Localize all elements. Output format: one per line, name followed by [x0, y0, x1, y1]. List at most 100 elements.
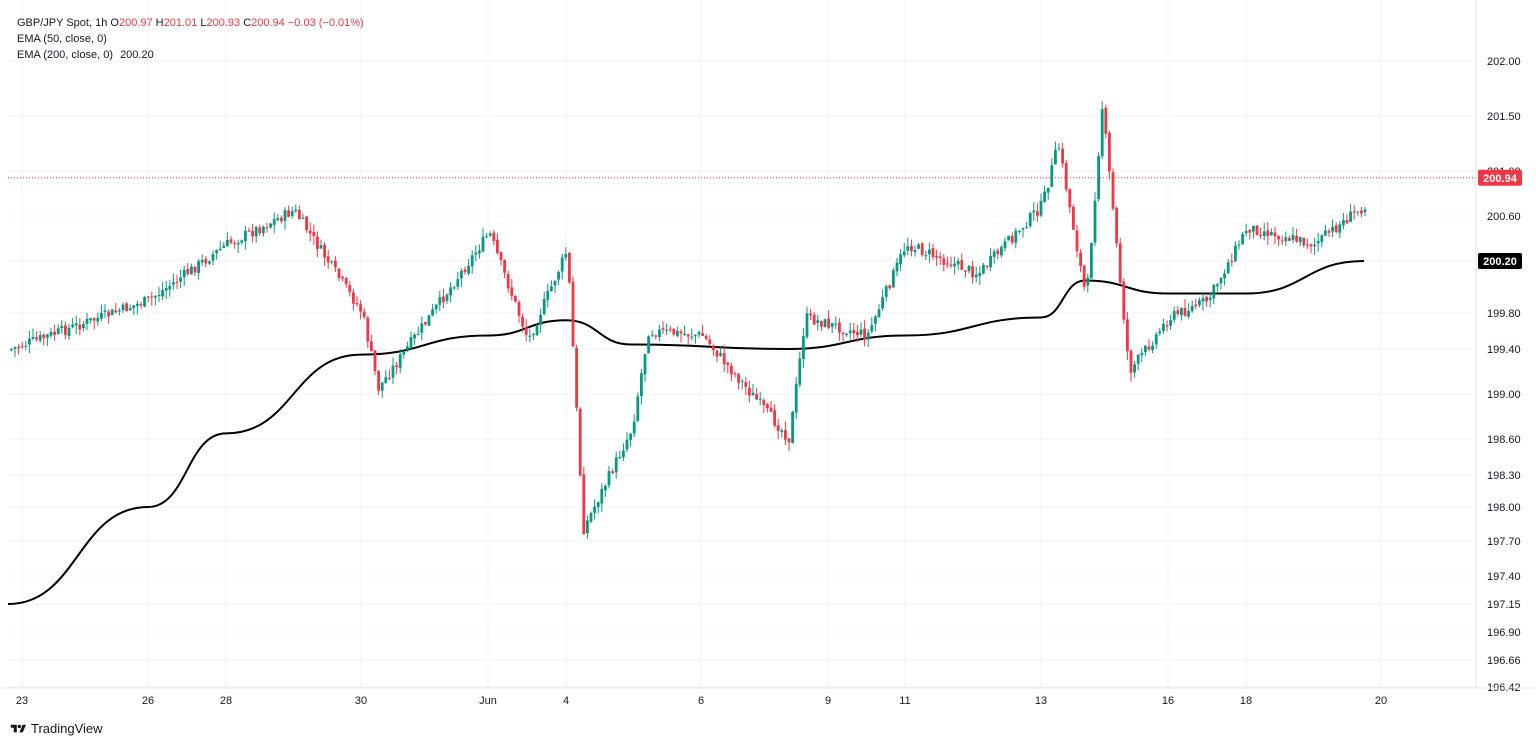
symbol-name[interactable]: GBP/JPY Spot — [17, 17, 89, 29]
candle-body — [600, 488, 604, 504]
candle-body — [899, 254, 902, 264]
candle-body — [1216, 284, 1219, 287]
price-axis[interactable]: 202.00201.50201.00200.60200.20199.80199.… — [1475, 0, 1521, 694]
candle-body — [787, 438, 791, 443]
candle-body — [74, 323, 78, 326]
ohlc-legend: GBP/JPY Spot, 1h O200.97 H201.01 L200.93… — [17, 17, 364, 29]
candle-body — [276, 218, 280, 221]
candle-body — [157, 294, 161, 297]
candle-body — [1014, 230, 1018, 243]
candle-body — [780, 430, 784, 433]
candle-body — [643, 354, 647, 375]
time-axis[interactable]: 23 26 28 30 Jun 4 6 9 11 13 16 18 20 — [0, 687, 1536, 707]
candle-body — [254, 227, 258, 237]
candle-body — [1151, 345, 1154, 351]
candle-body — [103, 310, 107, 312]
candle-body — [1176, 310, 1180, 315]
candle-body — [1144, 345, 1147, 353]
candle-body — [1180, 308, 1183, 316]
candle-body — [978, 273, 982, 277]
candle-body — [1252, 226, 1255, 232]
candle-body — [20, 346, 24, 348]
candle-body — [679, 331, 683, 334]
candle-body — [586, 520, 589, 533]
candle-body — [496, 239, 499, 254]
candle-body — [920, 243, 924, 255]
interval[interactable]: 1h — [95, 17, 108, 29]
candle-body — [676, 330, 679, 336]
candle-body — [190, 266, 193, 275]
candle-body — [139, 304, 143, 306]
candle-body — [542, 298, 546, 315]
candle-body — [838, 322, 841, 333]
candle-body — [380, 382, 384, 391]
candle-body — [42, 334, 46, 339]
candle-body — [823, 319, 827, 327]
candle-body — [395, 365, 398, 367]
candle-body — [722, 353, 726, 365]
candle-body — [240, 240, 244, 243]
candle-body — [697, 332, 701, 335]
candle-body — [1147, 346, 1151, 350]
candle-body — [56, 328, 60, 334]
candle-body — [463, 269, 467, 273]
candle-body — [895, 262, 899, 272]
candle-body — [607, 471, 611, 486]
candle-body — [809, 313, 812, 316]
candle-body — [510, 287, 514, 296]
candle-body — [578, 408, 582, 476]
candle-body — [215, 249, 218, 253]
candle-body — [967, 265, 971, 272]
ema50-legend[interactable]: EMA (50, close, 0) — [17, 31, 364, 47]
candle-body — [114, 310, 118, 313]
candle-body — [1133, 364, 1136, 373]
candle-body — [89, 318, 92, 321]
candle-body — [1219, 278, 1223, 284]
candle-body — [337, 268, 341, 278]
candle-body — [1342, 220, 1345, 226]
candle-body — [398, 354, 402, 368]
candle-body — [427, 315, 431, 326]
candle-body — [1046, 187, 1050, 193]
candle-body — [308, 230, 312, 234]
candle-body — [514, 295, 517, 302]
candle-body — [1205, 296, 1208, 302]
candle-body — [366, 317, 370, 342]
candle-body — [1036, 211, 1039, 216]
candle-body — [668, 328, 672, 330]
candle-body — [316, 236, 319, 249]
candle-body — [352, 292, 355, 304]
candle-body — [506, 274, 510, 289]
candle-body — [1352, 211, 1356, 213]
candle-body — [452, 287, 456, 289]
candle-body — [78, 324, 82, 330]
ema200-legend[interactable]: EMA (200, close, 0) 200.20 — [17, 47, 364, 63]
candle-body — [204, 259, 208, 264]
candle-body — [1126, 319, 1129, 352]
candle-body — [132, 305, 136, 308]
tradingview-brand[interactable]: TradingView — [10, 721, 103, 736]
candle-body — [1082, 265, 1086, 287]
candle-body — [222, 245, 226, 248]
candle-body — [1025, 227, 1028, 229]
candle-body — [532, 333, 535, 335]
y-tick-label: 197.70 — [1487, 536, 1521, 548]
candle-body — [1230, 260, 1234, 262]
x-tick-label: 18 — [1240, 695, 1252, 707]
candle-body — [611, 471, 614, 473]
change-value: −0.03 (−0.01%) — [287, 17, 364, 29]
candle-body — [874, 316, 877, 324]
candle-body — [1158, 331, 1162, 334]
candle-body — [28, 338, 31, 345]
candle-body — [1000, 247, 1003, 256]
candle-body — [10, 348, 13, 350]
candle-body — [294, 209, 298, 212]
candle-body — [928, 249, 931, 255]
candle-body — [985, 266, 989, 268]
candle-body — [150, 296, 154, 298]
candle-body — [1169, 320, 1172, 326]
candle-body — [665, 329, 668, 331]
candle-body — [38, 335, 42, 341]
candle-body — [546, 290, 550, 300]
